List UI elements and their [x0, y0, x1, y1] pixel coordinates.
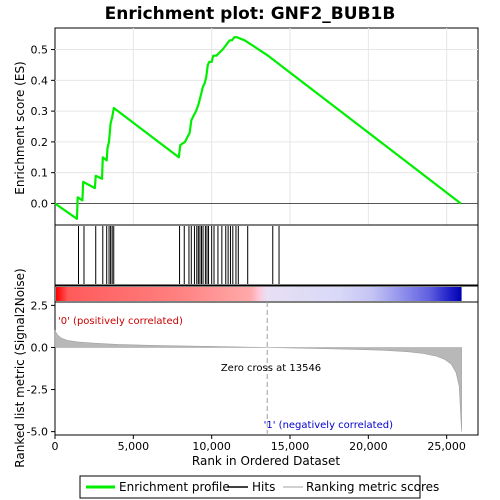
- es-gridlines: [55, 28, 478, 225]
- x-tick-label: 20,000: [349, 440, 388, 453]
- x-tick-label: 15,000: [271, 440, 310, 453]
- es-y-tick-label: 0.2: [31, 136, 49, 149]
- es-y-tick-label: 0.0: [31, 197, 49, 210]
- zero-cross-label: Zero cross at 13546: [221, 363, 321, 374]
- positive-correlation-label: '0' (positively correlated): [58, 316, 183, 327]
- rank-y-axis-label: Ranked list metric (Signal2Noise): [13, 268, 27, 467]
- negative-correlation-label: '1' (negatively correlated): [264, 420, 393, 431]
- es-y-axis: 0.0 0.1 0.2 0.3 0.4 0.5: [31, 44, 55, 210]
- enrichment-profile-line: [54, 36, 462, 220]
- rank-color-bar-fill: [56, 287, 462, 301]
- hits-panel-frame: [54, 224, 479, 286]
- legend-hits-label: Hits: [252, 480, 275, 494]
- es-y-tick-label: 0.5: [31, 44, 49, 57]
- x-tick-label: 5,000: [118, 440, 150, 453]
- ranking-metric-area: [54, 329, 462, 432]
- legend-enrichment-label: Enrichment profile: [119, 480, 230, 494]
- rank-panel-frame: [54, 301, 479, 436]
- es-y-axis-label: Enrichment score (ES): [13, 61, 27, 194]
- es-y-tick-label: 0.4: [31, 74, 49, 87]
- rank-y-axis: 2.5 0.0 -2.5 -5.0: [27, 299, 55, 439]
- x-tick-label: 0: [52, 440, 59, 453]
- es-y-tick-label: 0.1: [31, 167, 49, 180]
- es-y-tick-label: 0.3: [31, 105, 49, 118]
- rank-series-group: [54, 302, 462, 435]
- rank-y-tick-label: 2.5: [31, 299, 49, 312]
- x-tick-label: 10,000: [192, 440, 231, 453]
- rank-y-tick-label: -2.5: [27, 384, 48, 397]
- rank-y-tick-label: -5.0: [27, 426, 48, 439]
- es-series-group: [54, 36, 462, 220]
- es-panel-frame: [54, 27, 479, 226]
- chart-title: Enrichment plot: GNF2_BUB1B: [105, 4, 396, 24]
- rank-y-tick-label: 0.0: [31, 341, 49, 354]
- legend-box: [79, 475, 421, 499]
- legend-metric-label: Ranking metric scores: [306, 480, 439, 494]
- hits-group: [78, 226, 280, 284]
- x-axis: 0 5,000 10,000 15,000 20,000 25,000: [52, 435, 466, 453]
- x-axis-label: Rank in Ordered Dataset: [192, 454, 340, 468]
- x-tick-label: 25,000: [427, 440, 466, 453]
